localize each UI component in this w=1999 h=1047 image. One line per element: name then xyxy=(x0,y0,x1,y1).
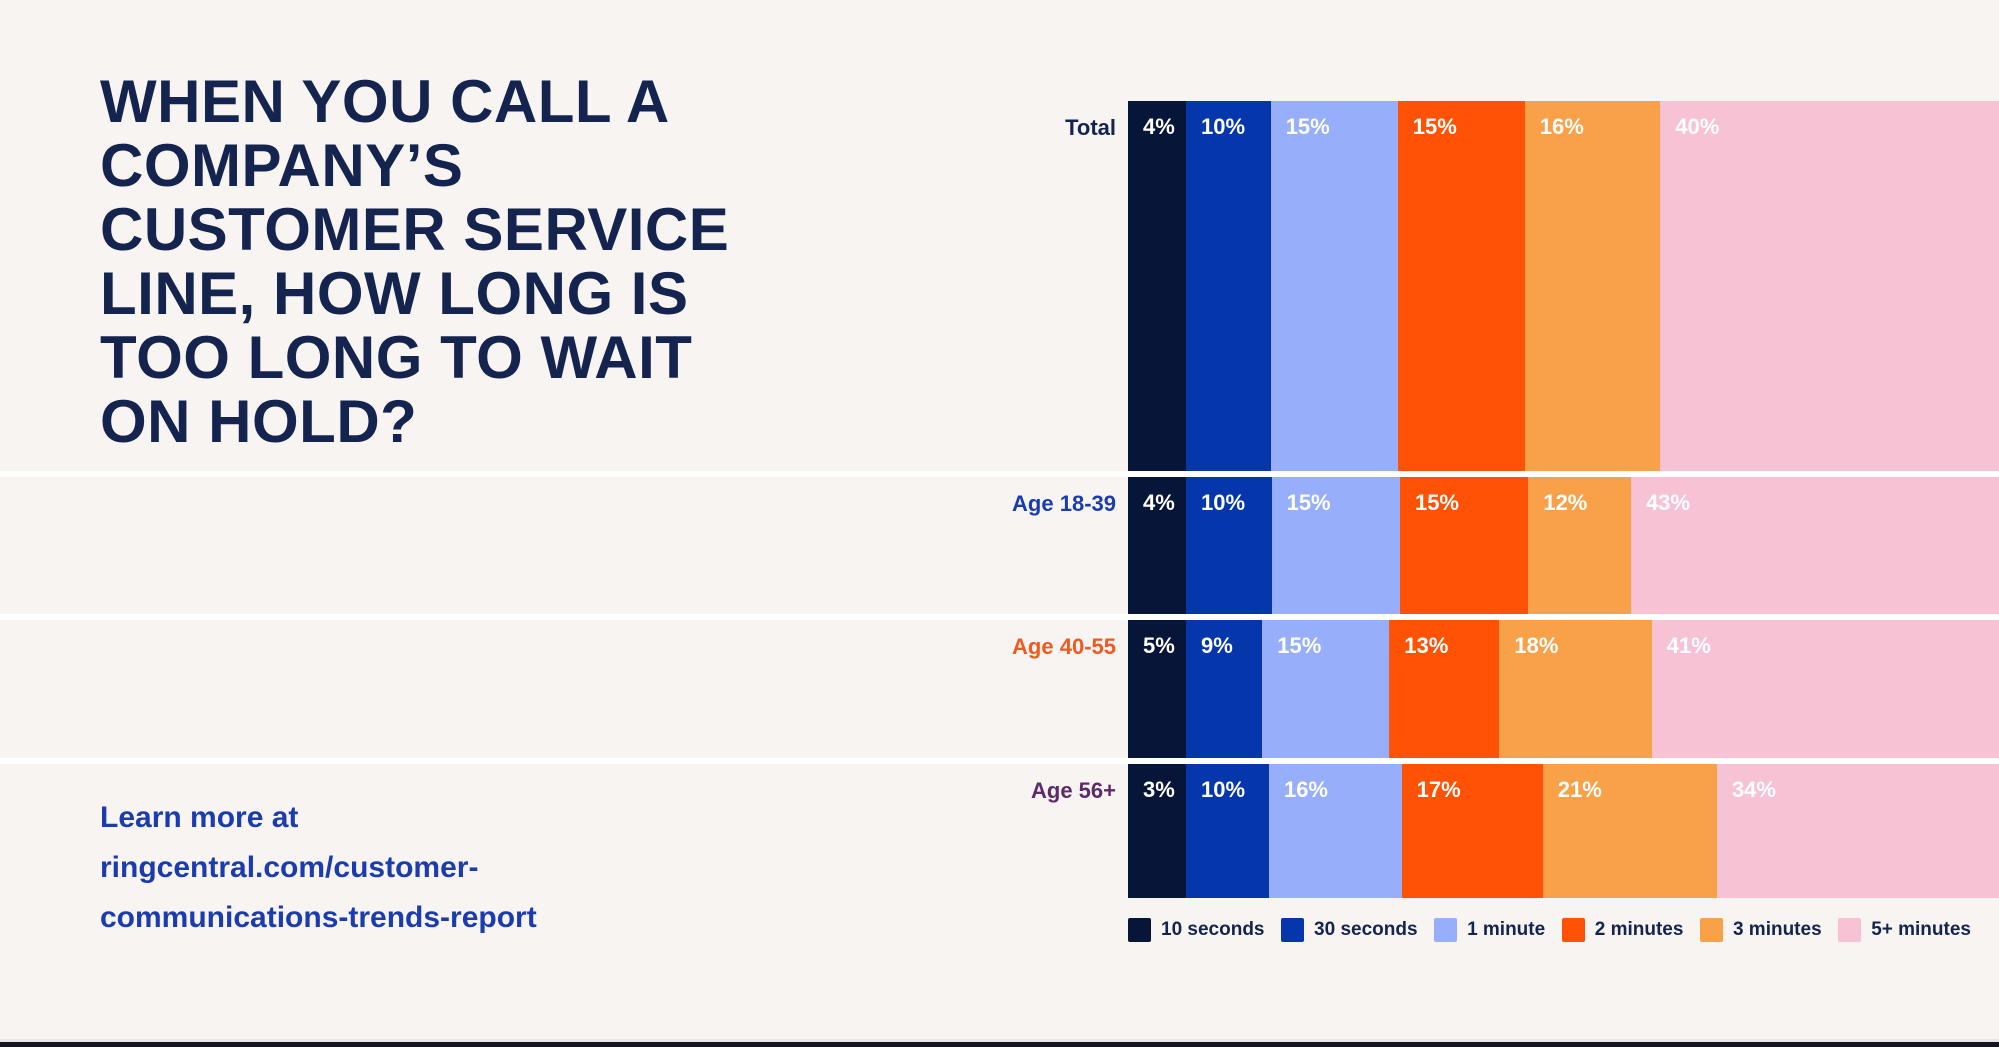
learn-more-url-line: ringcentral.com/customer- xyxy=(100,851,479,884)
bar-segment-10-seconds: 4% xyxy=(1128,101,1186,471)
category-label: Age 40-55 xyxy=(1012,634,1116,659)
hold-time-chart: Total 4% 10% 15% 15% 16% 40% Age 18-39 4% 10% 15% 1… xyxy=(0,101,1999,942)
bar-segment-3-minutes: 16% xyxy=(1524,101,1661,471)
page-title-line: ON HOLD? xyxy=(100,388,418,455)
bar-segment-10-seconds: 4% xyxy=(1128,477,1186,614)
bar-segment-1-minute: 15% xyxy=(1270,101,1398,471)
bar-value-label: 17% xyxy=(1416,777,1461,802)
bar-segment-5-minutes: 43% xyxy=(1631,477,1999,614)
bar-segment-3-minutes: 21% xyxy=(1542,764,1717,898)
legend-label: 3 minutes xyxy=(1732,919,1822,940)
legend-item: 5+ minutes xyxy=(1838,918,1971,942)
legend-swatch xyxy=(1281,918,1305,942)
bar-value-label: 18% xyxy=(1514,633,1559,658)
legend-item: 10 seconds xyxy=(1128,918,1265,942)
bar-value-label: 40% xyxy=(1675,114,1720,139)
bar-value-label: 15% xyxy=(1286,490,1331,515)
bar-segment-5-minutes: 40% xyxy=(1660,101,1999,471)
bar-segment-30-seconds: 10% xyxy=(1186,101,1271,471)
stacked-bar: 4% 10% 15% 15% 16% 40% xyxy=(1128,101,1999,471)
page-title-line: WHEN YOU CALL A xyxy=(100,68,670,135)
learn-more-line: Learn more at xyxy=(100,801,299,834)
bar-segment-30-seconds: 10% xyxy=(1186,764,1269,898)
bar-value-label: 16% xyxy=(1283,777,1328,802)
bar-value-label: 15% xyxy=(1277,633,1322,658)
bar-value-label: 10% xyxy=(1201,114,1246,139)
bar-segment-3-minutes: 18% xyxy=(1499,620,1652,758)
chart-row: Age 40-55 5% 9% 15% 13% 18% 41% xyxy=(0,620,1999,764)
stacked-bar: 3% 10% 16% 17% 21% 34% xyxy=(1128,764,1999,898)
bar-segment-2-minutes: 13% xyxy=(1389,620,1500,758)
bar-value-label: 10% xyxy=(1201,777,1246,802)
legend-item: 3 minutes xyxy=(1699,918,1822,942)
legend-label: 10 seconds xyxy=(1161,919,1265,940)
bar-segment-2-minutes: 17% xyxy=(1401,764,1543,898)
bar-segment-30-seconds: 10% xyxy=(1186,477,1272,614)
chart-row: Age 56+ 3% 10% 16% 17% 21% 34% xyxy=(0,764,1999,898)
learn-more-text: Learn more at ringcentral.com/customer- … xyxy=(100,793,537,943)
bar-segment-2-minutes: 15% xyxy=(1397,101,1525,471)
legend-swatch xyxy=(1561,918,1585,942)
bar-value-label: 15% xyxy=(1412,114,1457,139)
page-title: WHEN YOU CALL A COMPANY’S CUSTOMER SERVI… xyxy=(100,70,1000,454)
legend-label: 30 seconds xyxy=(1314,919,1418,940)
bar-value-label: 4% xyxy=(1143,114,1175,139)
bar-segment-1-minute: 15% xyxy=(1262,620,1390,758)
legend-swatch xyxy=(1434,918,1458,942)
bar-segment-1-minute: 15% xyxy=(1271,477,1400,614)
bar-segment-30-seconds: 9% xyxy=(1186,620,1263,758)
bar-value-label: 16% xyxy=(1539,114,1584,139)
category-label: Total xyxy=(1065,115,1116,140)
footer-divider xyxy=(0,1039,1999,1042)
stacked-bar: 5% 9% 15% 13% 18% 41% xyxy=(1128,620,1999,758)
bar-value-label: 10% xyxy=(1201,490,1246,515)
bar-value-label: 13% xyxy=(1404,633,1449,658)
legend-swatch xyxy=(1699,918,1723,942)
category-label: Age 56+ xyxy=(1031,778,1116,803)
page-title-line: CUSTOMER SERVICE xyxy=(100,196,730,263)
bar-value-label: 15% xyxy=(1414,490,1459,515)
stacked-bar: 4% 10% 15% 15% 12% 43% xyxy=(1128,477,1999,614)
bar-value-label: 9% xyxy=(1201,633,1233,658)
bar-segment-2-minutes: 15% xyxy=(1399,477,1529,614)
chart-legend: 10 seconds 30 seconds 1 minute 2 minutes 3 m… xyxy=(1128,918,1971,942)
bar-value-label: 5% xyxy=(1143,633,1175,658)
legend-label: 1 minute xyxy=(1467,919,1546,940)
legend-label: 2 minutes xyxy=(1594,919,1684,940)
bar-value-label: 21% xyxy=(1557,777,1602,802)
bar-value-label: 15% xyxy=(1285,114,1330,139)
bar-segment-5-minutes: 34% xyxy=(1716,764,1999,898)
bar-value-label: 43% xyxy=(1646,490,1691,515)
bar-value-label: 3% xyxy=(1143,777,1175,802)
page-title-line: COMPANY’S xyxy=(100,132,464,199)
legend-item: 2 minutes xyxy=(1561,918,1684,942)
chart-rows: Total 4% 10% 15% 15% 16% 40% Age 18-39 4% 10% 15% 1… xyxy=(0,101,1999,898)
bar-segment-1-minute: 16% xyxy=(1268,764,1402,898)
category-label: Age 18-39 xyxy=(1012,491,1116,516)
bar-value-label: 34% xyxy=(1731,777,1776,802)
chart-row: Total 4% 10% 15% 15% 16% 40% xyxy=(0,101,1999,477)
page-title-line: TOO LONG TO WAIT xyxy=(100,324,693,391)
bar-segment-10-seconds: 3% xyxy=(1128,764,1186,898)
chart-row: Age 18-39 4% 10% 15% 15% 12% 43% xyxy=(0,477,1999,620)
learn-more-url-line: communications-trends-report xyxy=(100,901,537,934)
bottom-border-bar xyxy=(0,1042,1999,1047)
bar-value-label: 12% xyxy=(1543,490,1588,515)
legend-swatch xyxy=(1838,918,1862,942)
legend-swatch xyxy=(1128,918,1151,942)
page-title-line: LINE, HOW LONG IS xyxy=(100,260,689,327)
bar-value-label: 41% xyxy=(1666,633,1711,658)
bar-segment-3-minutes: 12% xyxy=(1528,477,1632,614)
legend-item: 1 minute xyxy=(1434,918,1545,942)
bar-segment-10-seconds: 5% xyxy=(1128,620,1186,758)
legend-label: 5+ minutes xyxy=(1871,919,1971,940)
legend-item: 30 seconds xyxy=(1281,918,1418,942)
bar-value-label: 4% xyxy=(1143,490,1175,515)
bar-segment-5-minutes: 41% xyxy=(1651,620,1999,758)
